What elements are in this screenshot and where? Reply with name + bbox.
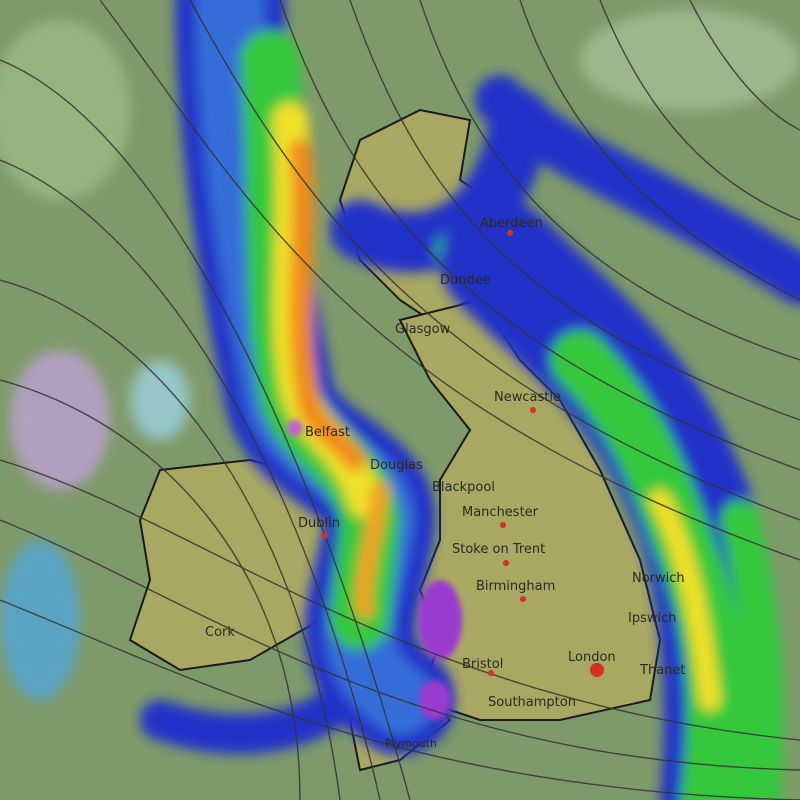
city-label-manchester: Manchester (462, 505, 539, 520)
city-label-plymouth: Plymouth (385, 737, 437, 750)
city-label-thanet: Thanet (640, 663, 686, 678)
city-label-cork: Cork (205, 625, 235, 640)
city-label-norwich: Norwich (632, 571, 685, 586)
city-label-dundee: Dundee (440, 273, 491, 288)
city-label-douglas: Douglas (370, 458, 423, 473)
city-label-blackpool: Blackpool (432, 480, 495, 495)
city-marker (488, 670, 494, 676)
city-label-belfast: Belfast (305, 425, 350, 440)
city-marker (322, 532, 328, 538)
rain-bands (140, 0, 800, 800)
city-label-dublin: Dublin (298, 516, 340, 531)
city-label-birmingham: Birmingham (476, 579, 556, 594)
city-label-bristol: Bristol (462, 657, 504, 672)
city-label-glasgow: Glasgow (395, 322, 451, 337)
city-label-southampton: Southampton (488, 695, 576, 710)
city-marker (520, 596, 526, 602)
city-marker (500, 522, 506, 528)
city-label-stoke-on-trent: Stoke on Trent (452, 542, 546, 557)
city-marker (507, 230, 513, 236)
snow-area (287, 420, 462, 720)
city-label-newcastle: Newcastle (494, 390, 561, 405)
city-marker-london (590, 663, 604, 677)
city-marker (503, 560, 509, 566)
city-label-london: London (568, 650, 616, 665)
city-label-ipswich: Ipswich (628, 611, 677, 626)
city-label-aberdeen: Aberdeen (480, 216, 543, 231)
city-marker (530, 407, 536, 413)
